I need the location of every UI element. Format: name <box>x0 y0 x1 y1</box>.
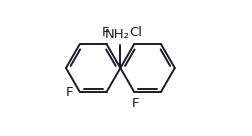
Text: F: F <box>101 26 109 39</box>
Text: F: F <box>131 97 139 110</box>
Text: NH₂: NH₂ <box>105 28 130 41</box>
Text: Cl: Cl <box>128 26 141 39</box>
Text: F: F <box>66 86 73 99</box>
